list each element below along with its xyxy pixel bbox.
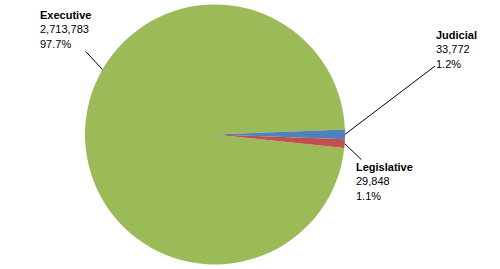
svg-text:Judicial33,7721.2%: Judicial33,7721.2% [436,29,477,70]
svg-text:Legislative29,8481.1%: Legislative29,8481.1% [356,161,413,202]
svg-text:Executive2,713,78397.7%: Executive2,713,78397.7% [40,9,91,50]
